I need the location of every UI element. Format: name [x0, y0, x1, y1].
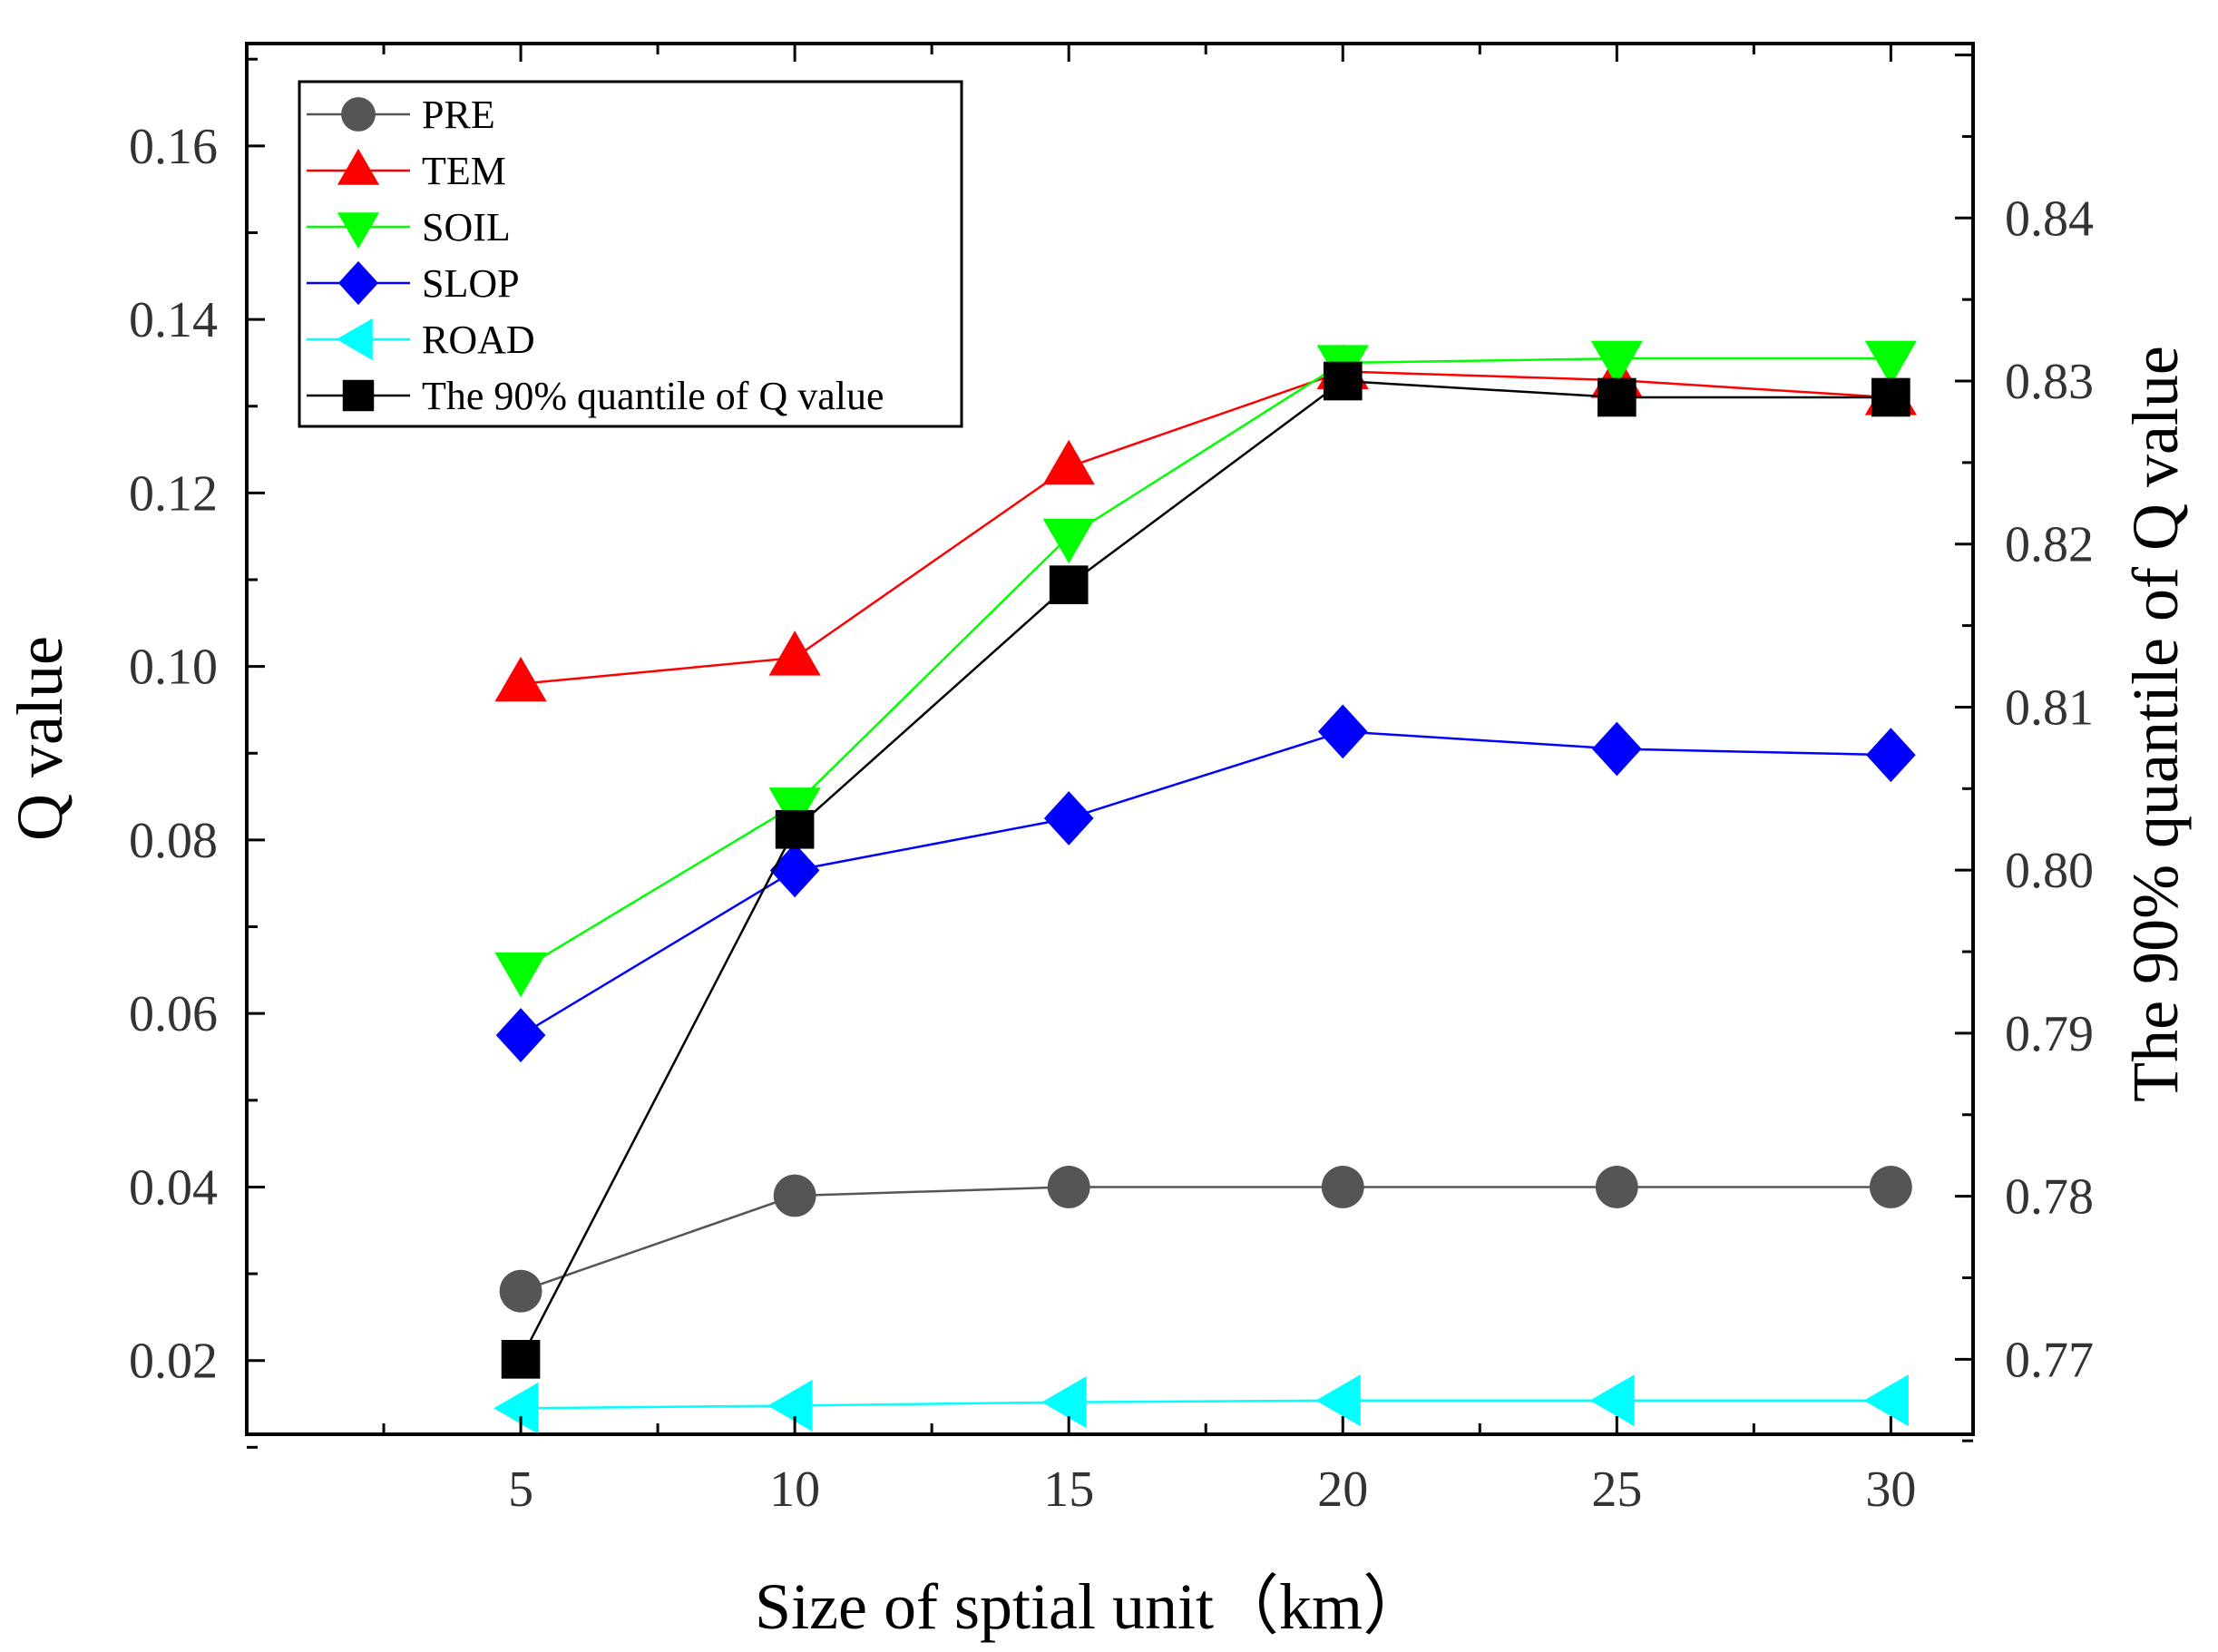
x-tick-label: 20: [1317, 1461, 1368, 1518]
data-point-pre: [1321, 1166, 1364, 1208]
y-tick-label: 0.02: [129, 1334, 218, 1390]
data-point-road: [767, 1379, 813, 1432]
legend-label-tem: TEM: [422, 149, 506, 193]
x-tick-label: 5: [508, 1461, 533, 1518]
data-point-tem: [768, 630, 821, 676]
legend-marker-road: [336, 318, 373, 361]
data-point-soil: [1864, 340, 1917, 386]
legend-marker-tem: [337, 148, 380, 185]
y-tick-label: 0.12: [129, 465, 218, 522]
data-point-soil: [1042, 518, 1095, 564]
data-point-tem: [494, 656, 547, 702]
series-line-tem: [520, 370, 1891, 686]
data-point-slop: [1043, 791, 1094, 846]
series-line-soil: [520, 357, 1891, 972]
data-point-slop: [1317, 704, 1368, 759]
plot-frame: [245, 42, 1975, 1436]
data-point-slop: [1592, 721, 1642, 777]
data-point-pre: [773, 1174, 816, 1217]
y2-tick-label: 0.81: [2005, 679, 2094, 736]
legend: PRE TEM SOIL SLOP ROAD The 90% quantile of Q …: [298, 80, 963, 428]
data-point-tem: [1042, 439, 1095, 485]
y-tick-label: 0.10: [129, 640, 218, 696]
data-point-road: [1315, 1374, 1361, 1427]
data-point-the-90-quantile-of-q-value: [775, 809, 815, 849]
data-point-slop: [1866, 728, 1916, 783]
legend-marker-pre: [341, 97, 376, 132]
ticks-layer: 5 10 15 20 25 30 0.02 0.04 0.06 0.08 0.10 0.12 0.14 0…: [129, 44, 2094, 1518]
data-point-road: [1589, 1374, 1635, 1427]
y2-tick-label: 0.82: [2005, 517, 2094, 573]
y-tick-label: 0.16: [129, 119, 218, 175]
y2-tick-label: 0.78: [2005, 1169, 2094, 1226]
x-axis-title: Size of sptial unit（km）: [755, 1570, 1428, 1643]
legend-marker-soil: [337, 212, 380, 249]
y-tick-label: 0.06: [129, 986, 218, 1042]
data-point-pre: [1595, 1166, 1638, 1208]
x-tick-label: 15: [1043, 1461, 1094, 1518]
y2-tick-label: 0.80: [2005, 843, 2094, 899]
y2-tick-label: 0.83: [2005, 354, 2094, 410]
legend-marker-slop: [337, 260, 379, 306]
data-point-slop: [495, 1008, 546, 1062]
legend-label-the-90-quantile-of-q-value: The 90% quantile of Q value: [422, 374, 884, 418]
data-point-soil: [768, 787, 821, 833]
y2-tick-label: 0.79: [2005, 1006, 2094, 1062]
y2-tick-label: 0.77: [2005, 1332, 2094, 1388]
data-point-road: [493, 1382, 539, 1434]
data-point-pre: [499, 1269, 542, 1313]
series-layer: [493, 340, 1917, 1434]
x-tick-label: 30: [1865, 1461, 1916, 1518]
legend-label-road: ROAD: [422, 318, 535, 362]
data-point-road: [1863, 1374, 1909, 1427]
data-point-the-90-quantile-of-q-value: [1871, 377, 1910, 417]
data-point-the-90-quantile-of-q-value: [1323, 361, 1363, 401]
data-point-soil: [494, 952, 547, 998]
y-tick-label: 0.08: [129, 813, 218, 869]
series-line-slop: [520, 730, 1891, 1037]
series-line-the-90-quantile-of-q-value: [519, 379, 1891, 1360]
data-point-road: [1041, 1376, 1087, 1429]
legend-label-soil: SOIL: [422, 205, 511, 249]
data-point-the-90-quantile-of-q-value: [501, 1340, 541, 1379]
y-tick-label: 0.04: [129, 1159, 218, 1216]
x-tick-label: 10: [769, 1461, 820, 1518]
legend-marker-the-90-quantile-of-q-value: [342, 379, 375, 412]
y2-axis-title: The 90% quantile of Q value: [2119, 346, 2192, 1102]
data-point-soil: [1590, 340, 1643, 386]
y2-tick-label: 0.84: [2005, 191, 2094, 247]
series-line-road: [521, 1399, 1891, 1410]
data-point-slop: [769, 843, 820, 898]
legend-box: [298, 80, 963, 428]
y-axis-title: Q value: [4, 636, 76, 841]
x-tick-label: 25: [1591, 1461, 1642, 1518]
y-tick-label: 0.14: [129, 292, 218, 348]
data-point-the-90-quantile-of-q-value: [1597, 377, 1637, 417]
data-point-pre: [1047, 1166, 1090, 1208]
series-line-pre: [520, 1186, 1891, 1293]
legend-label-slop: SLOP: [422, 261, 520, 306]
data-point-pre: [1869, 1166, 1912, 1208]
legend-label-pre: PRE: [422, 93, 495, 137]
data-point-the-90-quantile-of-q-value: [1049, 565, 1089, 604]
